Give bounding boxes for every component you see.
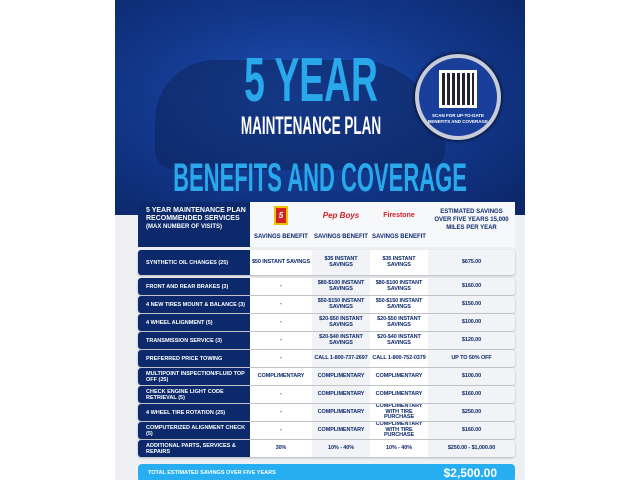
table-cell: $120.00	[428, 332, 515, 349]
firestone-logo: Firestone	[383, 211, 415, 219]
table-cell: $160.00	[428, 422, 515, 439]
table-cell: 10% - 40%	[312, 440, 370, 457]
table-cell: $35 INSTANT SAVINGS	[312, 250, 370, 275]
header-label: SAVINGS BENEFIT	[254, 234, 308, 240]
table-cell: -	[250, 296, 312, 313]
pepboys-logo: Pep Boys	[322, 210, 360, 220]
header-pepboys: Pep Boys SAVINGS BENEFIT	[312, 202, 370, 247]
flyer: 5 YEAR MAINTENANCE PLAN BENEFITS AND COV…	[115, 0, 525, 480]
table-row: ADDITIONAL PARTS, SERVICES & REPAIRS 30% 1…	[138, 440, 515, 457]
table-cell: 10% - 40%	[370, 440, 428, 457]
table-cell: COMPLIMENTARY	[312, 404, 370, 421]
qr-caption: SCAN FOR UP-TO-DATE BENEFITS AND COVERAG…	[427, 113, 489, 124]
table-cell: UP TO 50% OFF	[428, 350, 515, 367]
table-cell: $100.00	[428, 314, 515, 331]
table-cell: $250.00 - $1,000.00	[428, 440, 515, 457]
table-cell: COMPLIMENTARY	[312, 422, 370, 439]
table-cell: $20-$50 INSTANT SAVINGS	[312, 314, 370, 331]
table-row: MULTIPOINT INSPECTION/FLUID TOP OFF (25)…	[138, 368, 515, 385]
total-label: TOTAL ESTIMATED SAVINGS OVER FIVE YEARS	[148, 470, 276, 476]
service-name: TRANSMISSION SERVICE (3)	[138, 332, 250, 349]
service-name: FRONT AND REAR BRAKES (3)	[138, 278, 250, 295]
table-cell: $80-$100 INSTANT SAVINGS	[312, 278, 370, 295]
title-maintenance-plan: MAINTENANCE PLAN	[240, 112, 382, 140]
service-name: CHECK ENGINE LIGHT CODE RETRIEVAL (5)	[138, 386, 250, 403]
service-name: PREFERRED PRICE TOWING	[138, 350, 250, 367]
table-row: CHECK ENGINE LIGHT CODE RETRIEVAL (5) - CO…	[138, 386, 515, 403]
table-cell: $160.00	[428, 386, 515, 403]
take5-logo: 5	[273, 205, 289, 225]
table-row: TRANSMISSION SERVICE (3) - $20-$40 INSTANT…	[138, 332, 515, 349]
table-cell: $35 INSTANT SAVINGS	[370, 250, 428, 275]
table-cell: -	[250, 350, 312, 367]
table-cell: COMPLIMENTARY	[250, 368, 312, 385]
table-cell: $20-$50 INSTANT SAVINGS	[370, 314, 428, 331]
header-estimate: ESTIMATED SAVINGS OVER FIVE YEARS 15,000…	[428, 202, 515, 247]
table-cell: COMPLIMENTARY	[370, 386, 428, 403]
table-cell: COMPLIMENTARY WITH TIRE PURCHASE	[370, 422, 428, 439]
table-cell: COMPLIMENTARY	[370, 368, 428, 385]
car-background-image	[155, 60, 445, 170]
table-cell: $675.00	[428, 250, 515, 275]
table-cell: -	[250, 314, 312, 331]
title-5-year: 5 YEAR	[244, 46, 378, 115]
header-firestone: Firestone SAVINGS BENEFIT	[370, 202, 428, 247]
headline-benefits: BENEFITS AND COVERAGE	[173, 156, 467, 200]
qr-code-badge[interactable]: SCAN FOR UP-TO-DATE BENEFITS AND COVERAG…	[415, 54, 501, 140]
table-cell: $20-$40 INSTANT SAVINGS	[370, 332, 428, 349]
header-take5: 5 SAVINGS BENEFIT	[250, 202, 312, 247]
table-cell: $50-$150 INSTANT SAVINGS	[370, 296, 428, 313]
service-name: SYNTHETIC OIL CHANGES (25)	[138, 250, 250, 275]
table-cell: CALL 1-800-752-0379	[370, 350, 428, 367]
service-name: 4 WHEEL TIRE ROTATION (25)	[138, 404, 250, 421]
total-value: $2,500.00	[443, 466, 497, 480]
service-name: COMPUTERIZED ALIGNMENT CHECK (5)	[138, 422, 250, 439]
table-row: 4 NEW TIRES MOUNT & BALANCE (3) - $50-$150…	[138, 296, 515, 313]
table-cell: COMPLIMENTARY	[312, 368, 370, 385]
table-row: 4 WHEEL ALIGNMENT (5) - $20-$50 INSTANT SA…	[138, 314, 515, 331]
table-row: PREFERRED PRICE TOWING - CALL 1-800-737-26…	[138, 350, 515, 367]
service-name: ADDITIONAL PARTS, SERVICES & REPAIRS	[138, 440, 250, 457]
service-name: 4 WHEEL ALIGNMENT (5)	[138, 314, 250, 331]
table-row: COMPUTERIZED ALIGNMENT CHECK (5) - COMPLIM…	[138, 422, 515, 439]
total-savings-bar: TOTAL ESTIMATED SAVINGS OVER FIVE YEARS …	[138, 464, 515, 480]
table-cell: $160.00	[428, 278, 515, 295]
table-cell: $250.00	[428, 404, 515, 421]
header-line: 5 YEAR MAINTENANCE PLAN	[146, 207, 246, 214]
table-cell: COMPLIMENTARY	[312, 386, 370, 403]
table-cell: $20-$40 INSTANT SAVINGS	[312, 332, 370, 349]
table-cell: $150.00	[428, 296, 515, 313]
table-row: SYNTHETIC OIL CHANGES (25) $50 INSTANT SA…	[138, 250, 515, 275]
service-name: 4 NEW TIRES MOUNT & BALANCE (3)	[138, 296, 250, 313]
table-cell: -	[250, 332, 312, 349]
table-row: 4 WHEEL TIRE ROTATION (25) - COMPLIMENTARY…	[138, 404, 515, 421]
header-label: SAVINGS BENEFIT	[372, 234, 426, 240]
header-line: RECOMMENDED SERVICES	[146, 215, 240, 222]
table-cell: CALL 1-800-737-2697	[312, 350, 370, 367]
table-cell: -	[250, 422, 312, 439]
hero-banner: 5 YEAR MAINTENANCE PLAN BENEFITS AND COV…	[115, 0, 525, 215]
header-line: (MAX NUMBER OF VISITS)	[146, 224, 222, 230]
table-cell: $100.00	[428, 368, 515, 385]
header-label: SAVINGS BENEFIT	[314, 234, 368, 240]
table-header-services: 5 YEAR MAINTENANCE PLAN RECOMMENDED SERV…	[138, 202, 250, 247]
table-cell: -	[250, 386, 312, 403]
table-cell: -	[250, 404, 312, 421]
table-cell: $50-$150 INSTANT SAVINGS	[312, 296, 370, 313]
table-cell: $50 INSTANT SAVINGS	[250, 250, 312, 275]
qr-code-icon	[439, 70, 477, 108]
table-cell: COMPLIMENTARY WITH TIRE PURCHASE	[370, 404, 428, 421]
table-cell: $80-$100 INSTANT SAVINGS	[370, 278, 428, 295]
table-cell: -	[250, 278, 312, 295]
table-row: FRONT AND REAR BRAKES (3) - $80-$100 INSTA…	[138, 278, 515, 295]
table-cell: 30%	[250, 440, 312, 457]
service-name: MULTIPOINT INSPECTION/FLUID TOP OFF (25)	[138, 368, 250, 385]
